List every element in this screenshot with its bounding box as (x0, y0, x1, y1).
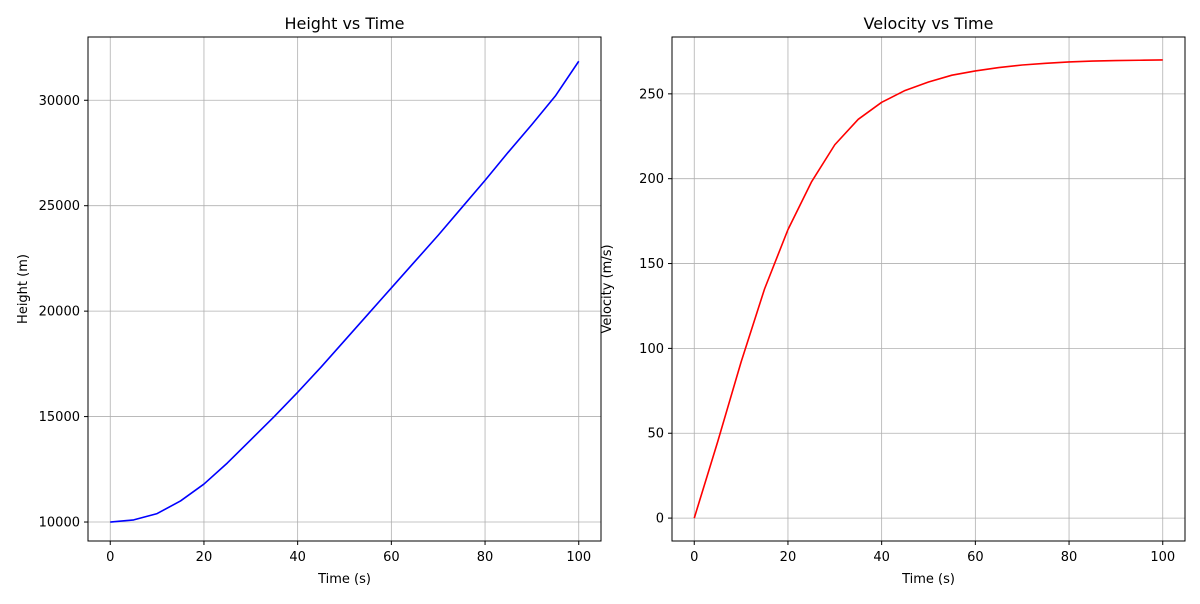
y-tick-label: 25000 (39, 199, 80, 214)
x-tick-label: 40 (289, 550, 306, 565)
chart-title: Height vs Time (284, 14, 404, 33)
x-tick-label: 80 (1061, 550, 1078, 565)
y-tick-label: 15000 (39, 410, 80, 425)
y-axis-label: Height (m) (16, 254, 31, 324)
plot-frame (87, 36, 602, 542)
x-tick-label: 20 (780, 550, 797, 565)
x-tick-label: 60 (967, 550, 984, 565)
x-tick-label: 100 (1150, 550, 1175, 565)
chart-title: Velocity vs Time (864, 14, 994, 33)
x-axis-label: Time (s) (901, 572, 955, 587)
x-axis-label: Time (s) (317, 572, 371, 587)
series-line (110, 60, 580, 523)
y-tick-label: 150 (639, 257, 664, 272)
x-tick-label: 40 (873, 550, 890, 565)
plot-frame (671, 36, 1186, 542)
x-tick-label: 60 (383, 550, 400, 565)
x-tick-label: 0 (690, 550, 698, 565)
x-tick-label: 100 (566, 550, 591, 565)
chart-1: 0 20 40 60 80 100 10000 15000 20000 25000 30000 Hei… (16, 14, 602, 587)
y-tick-label: 50 (647, 427, 664, 442)
series-line (693, 59, 1163, 519)
x-tick-label: 20 (196, 550, 213, 565)
y-tick-label: 30000 (39, 94, 80, 109)
y-tick-label: 0 (656, 512, 664, 527)
y-tick-label: 10000 (39, 516, 80, 531)
y-tick-label: 200 (639, 172, 664, 187)
y-tick-label: 250 (639, 87, 664, 102)
x-tick-label: 80 (477, 550, 494, 565)
y-tick-label: 20000 (39, 305, 80, 320)
y-axis-label: Velocity (m/s) (600, 244, 615, 333)
y-tick-label: 100 (639, 342, 664, 357)
chart-2: 0 20 40 60 80 100 0 50 100 150 200 250 Velocity vs T… (600, 14, 1186, 587)
x-tick-label: 0 (106, 550, 114, 565)
